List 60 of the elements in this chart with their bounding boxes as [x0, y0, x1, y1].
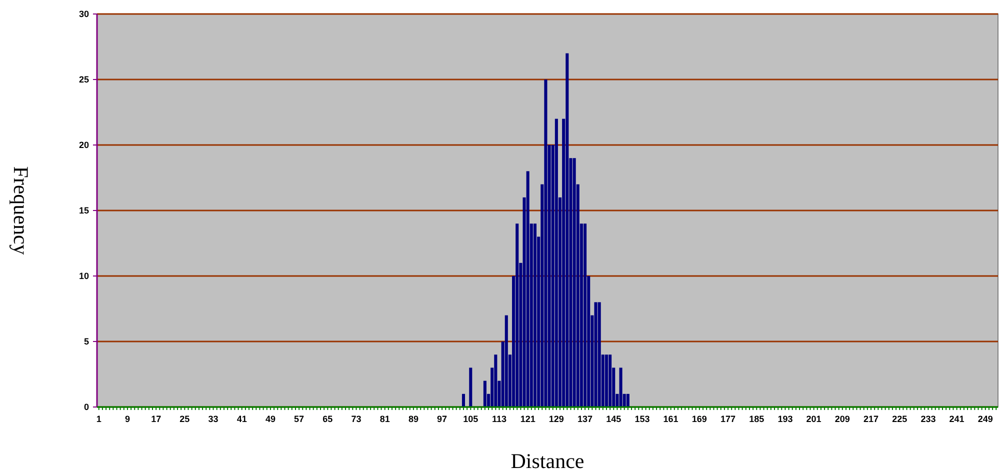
x-tick-label: 121	[520, 414, 536, 424]
x-tick-label: 137	[578, 414, 593, 424]
x-tick-label: 1	[96, 414, 102, 424]
bar	[516, 224, 519, 407]
bar	[598, 302, 601, 407]
bar	[566, 53, 569, 407]
x-tick-label: 25	[180, 414, 190, 424]
x-tick-label: 177	[720, 414, 736, 424]
y-tick-label: 0	[84, 402, 89, 412]
x-tick-label: 41	[236, 414, 247, 424]
x-tick-label: 81	[380, 414, 390, 424]
x-tick-label: 217	[863, 414, 879, 424]
bar	[594, 302, 598, 407]
y-axis-title: Frequency	[9, 166, 33, 256]
bar	[504, 315, 508, 407]
bar	[483, 380, 486, 407]
bar	[554, 118, 558, 407]
x-tick-label: 89	[408, 414, 418, 424]
x-tick-label: 97	[437, 414, 448, 424]
x-tick-label: 185	[749, 414, 764, 424]
bar	[584, 224, 587, 407]
x-tick-label: 65	[322, 414, 333, 424]
bar	[604, 354, 608, 407]
bar	[494, 354, 498, 407]
x-tick-label: 225	[892, 414, 908, 424]
bar	[619, 368, 622, 407]
y-tick-label: 25	[78, 74, 89, 85]
x-axis-title: Distance	[510, 449, 584, 473]
bar	[533, 224, 537, 407]
y-tick-label: 15	[78, 206, 89, 216]
x-tick-label: 233	[920, 414, 936, 424]
x-tick-label: 9	[124, 414, 130, 424]
x-tick-label: 105	[463, 414, 478, 424]
x-tick-label: 201	[806, 414, 822, 424]
bar	[572, 158, 576, 407]
y-tick-label: 30	[78, 9, 89, 20]
x-tick-label: 193	[778, 414, 793, 424]
bar	[626, 394, 630, 407]
bar	[608, 354, 612, 407]
x-tick-label: 49	[265, 414, 276, 424]
x-tick-label: 113	[492, 414, 507, 424]
bar	[462, 394, 466, 407]
bar	[544, 80, 548, 407]
x-tick-label: 161	[663, 414, 678, 424]
x-tick-label: 209	[834, 414, 850, 424]
x-tick-label: 169	[692, 414, 707, 424]
x-tick-label: 249	[978, 414, 993, 424]
bar	[526, 171, 530, 407]
y-tick-label: 5	[84, 336, 89, 347]
x-tick-label: 17	[151, 414, 162, 424]
x-tick-label: 153	[634, 414, 650, 424]
x-tick-label: 33	[208, 414, 218, 424]
bar	[469, 368, 472, 407]
x-tick-label: 57	[294, 414, 304, 424]
y-tick-label: 20	[78, 140, 89, 150]
y-tick-label: 10	[78, 271, 89, 282]
x-tick-label: 129	[548, 414, 564, 424]
x-tick-label: 73	[351, 414, 362, 424]
x-tick-label: 241	[949, 414, 964, 424]
x-tick-label: 145	[606, 414, 622, 424]
